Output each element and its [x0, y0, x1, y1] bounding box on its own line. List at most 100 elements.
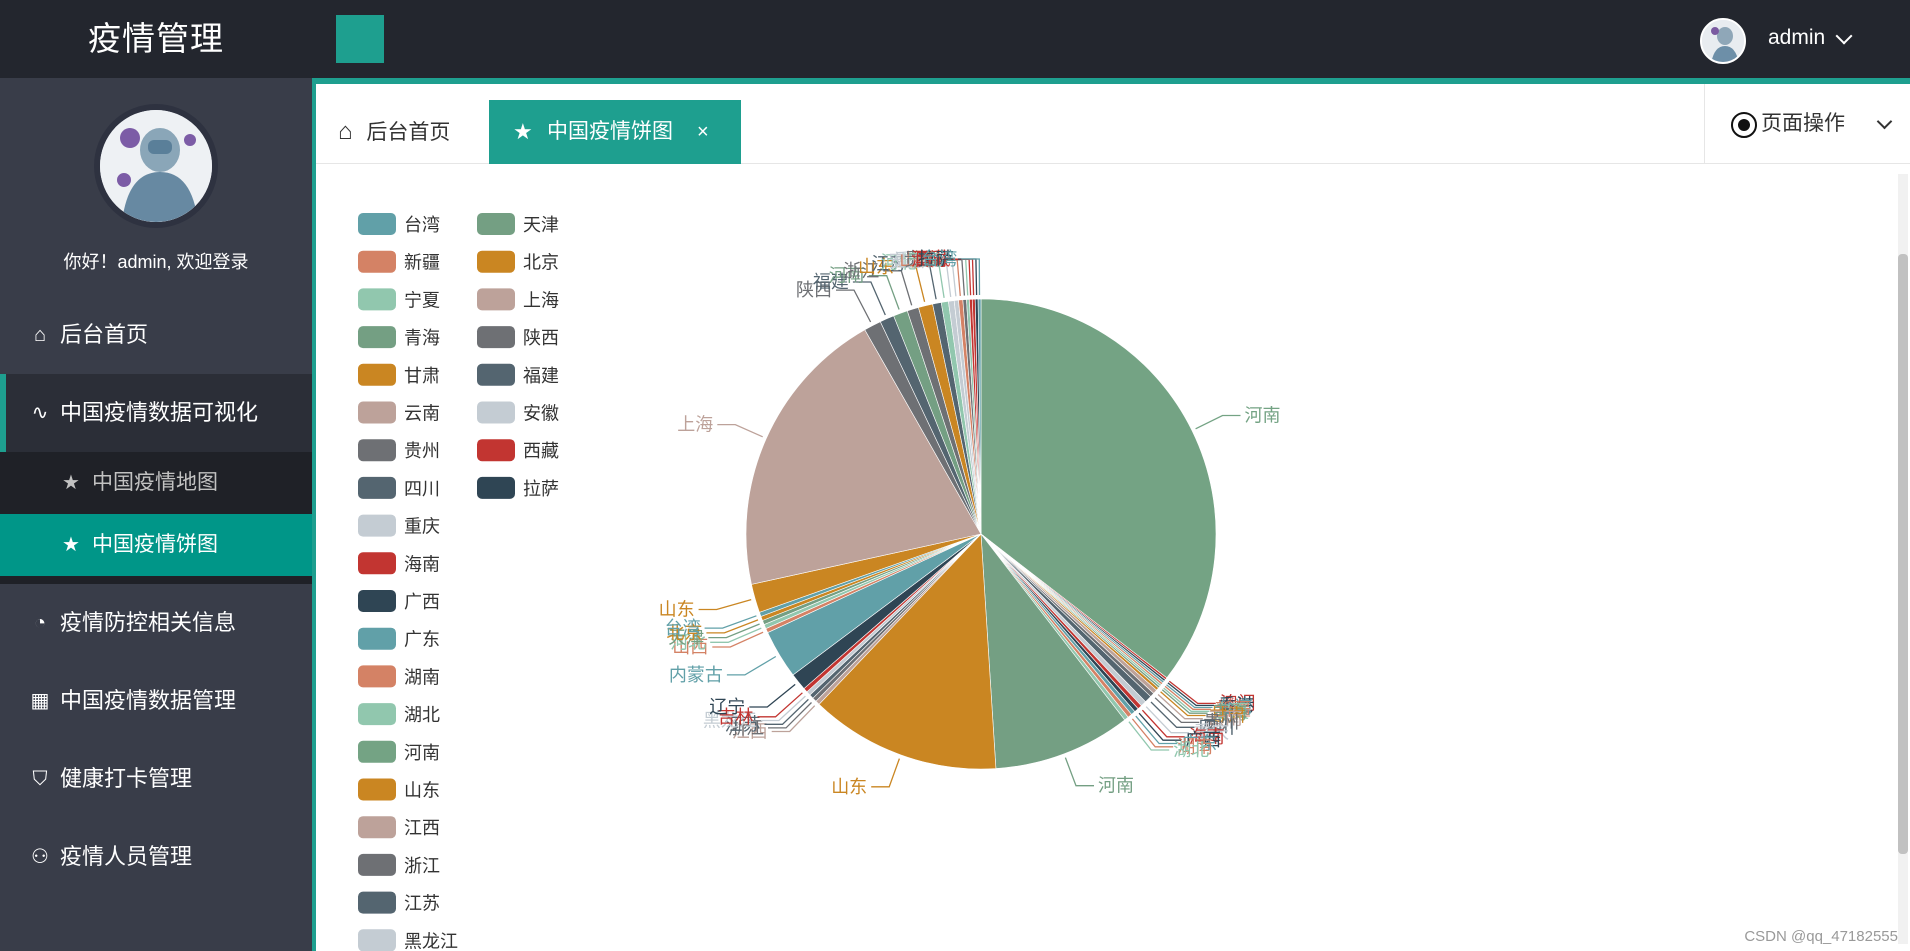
tab-pie-chart[interactable]: ★ 中国疫情饼图 × — [489, 100, 741, 164]
legend-swatch — [477, 401, 515, 424]
label-leader-line — [1141, 709, 1185, 738]
page-operations-menu[interactable]: 页面操作 — [1704, 84, 1910, 164]
legend-item[interactable]: 广东 — [358, 627, 440, 650]
legend-item[interactable]: 浙江 — [358, 853, 440, 876]
label-leader-line — [852, 281, 886, 316]
label-leader-line — [704, 615, 757, 629]
legend-swatch — [477, 288, 515, 311]
pie-slice[interactable] — [980, 533, 1126, 769]
legend-label: 黑龙江 — [404, 931, 458, 951]
legend-swatch — [358, 929, 396, 951]
welcome-text: 你好！admin, 欢迎登录 — [63, 252, 249, 272]
legend-label: 西藏 — [523, 441, 559, 461]
tab-label: 后台首页 — [366, 121, 451, 144]
legend-label: 甘肃 — [404, 366, 440, 386]
label-leader-line — [961, 258, 981, 296]
legend-label: 四川 — [404, 479, 440, 499]
legend-item[interactable]: 重庆 — [358, 514, 440, 537]
label-leader-line — [771, 705, 816, 733]
legend-item[interactable]: 甘肃 — [358, 363, 440, 386]
legend-item[interactable]: 新疆 — [358, 250, 440, 273]
pie-slice[interactable] — [745, 329, 982, 585]
legend-item[interactable]: 宁夏 — [358, 288, 440, 311]
legend-item[interactable]: 海南 — [358, 552, 440, 575]
pie-slice[interactable] — [818, 533, 997, 770]
pie-slice-label: 浙江 — [843, 261, 879, 281]
legend-item[interactable]: 云南 — [358, 401, 440, 424]
label-leader-line — [760, 695, 806, 722]
pie-labels: 河南澳门香港台湾新疆宁夏青海甘肃云南贵州四川重庆海南广西广东湖南湖北河南山东江西… — [659, 249, 1281, 797]
label-leader-line — [1150, 701, 1195, 728]
legend-item[interactable]: 山东 — [358, 778, 440, 801]
star-icon: ★ — [513, 119, 533, 144]
pie-slice-label: 湖北 — [1173, 740, 1209, 760]
pie-slice[interactable] — [977, 298, 982, 535]
pie-slice-label: 安徽 — [888, 251, 924, 271]
pie-slice-label: 西藏 — [915, 249, 951, 269]
scrollbar-thumb[interactable] — [1898, 254, 1908, 854]
pie-slice-label: 福建 — [813, 272, 849, 292]
pie-slice-label: 宁夏 — [908, 249, 944, 269]
pie-slice-label: 台湾 — [1217, 697, 1253, 717]
avatar[interactable] — [1700, 18, 1746, 64]
legend-item[interactable]: 河南 — [358, 740, 440, 763]
legend-item[interactable]: 青海 — [358, 326, 440, 349]
legend-item[interactable]: 四川 — [358, 476, 440, 499]
label-leader-line — [928, 260, 952, 297]
close-icon[interactable]: × — [697, 121, 709, 143]
pie-slice-label: 重庆 — [894, 251, 930, 271]
legend-item[interactable]: 湖北 — [358, 703, 440, 726]
sidebar-item-label: 中国疫情地图 — [92, 471, 218, 494]
legend-item[interactable]: 陕西 — [477, 326, 559, 349]
legend-label: 台湾 — [404, 215, 440, 235]
tab-home[interactable]: ⌂ 后台首页 — [338, 100, 450, 164]
pie-slice-label: 河南 — [829, 266, 865, 286]
legend-item[interactable]: 拉萨 — [477, 476, 559, 499]
legend-item[interactable]: 天津 — [477, 213, 559, 235]
legend-item[interactable]: 安徽 — [477, 401, 559, 424]
legend-item[interactable]: 北京 — [477, 250, 559, 273]
pie-slice-label: 吉林 — [718, 707, 754, 727]
legend-item[interactable]: 黑龙江 — [358, 929, 458, 951]
sidebar-item-visualization[interactable]: ∿ 中国疫情数据可视化 — [0, 374, 312, 452]
chart-area: 台湾 新疆 宁夏 青海 甘肃 云南 贵州 四川 重庆 海南 广西 广东 湖南 湖北 河南 山东 江西 浙江 江苏 黑龙… — [316, 164, 1910, 951]
pie-slice-label: 山西 — [672, 637, 708, 657]
top-header: 疫情管理 admin — [0, 0, 1910, 78]
legend-item[interactable]: 上海 — [477, 288, 559, 311]
legend-swatch — [477, 363, 515, 386]
pie-slice-label: 海南 — [1189, 727, 1225, 747]
label-leader-line — [712, 631, 764, 648]
pie-slice-label: 拉萨 — [918, 249, 954, 269]
legend-item[interactable]: 贵州 — [358, 439, 440, 462]
label-leader-line — [1064, 757, 1094, 787]
sidebar-item-map[interactable]: ★ 中国疫情地图 — [0, 452, 312, 514]
legend-item[interactable]: 广西 — [358, 590, 440, 612]
menu-toggle-button[interactable] — [336, 15, 384, 63]
pie-slice[interactable] — [980, 298, 1217, 679]
pie-slice-label: 贵州 — [904, 250, 940, 270]
legend-item[interactable]: 台湾 — [358, 213, 440, 235]
legend-label: 福建 — [523, 366, 559, 386]
legend-item[interactable]: 西藏 — [477, 439, 559, 462]
label-leader-line — [1138, 712, 1181, 741]
label-leader-line — [710, 627, 762, 643]
label-leader-line — [757, 692, 803, 718]
legend-item[interactable]: 湖南 — [358, 665, 440, 688]
sidebar-item-pie[interactable]: ★ 中国疫情饼图 — [0, 514, 312, 576]
legend-item[interactable]: 江苏 — [358, 891, 440, 914]
label-leader-line — [1161, 689, 1208, 714]
legend-label: 云南 — [404, 404, 440, 424]
pie-slice-label: 内蒙古 — [669, 665, 723, 685]
chevron-down-icon[interactable] — [1835, 27, 1853, 45]
sidebar-item-label: 疫情防控相关信息 — [60, 610, 237, 635]
legend-item[interactable]: 福建 — [477, 363, 559, 386]
sidebar-item-health-checkin[interactable]: ⛉ 健康打卡管理 — [0, 740, 312, 818]
sidebar-item-data-manage[interactable]: ▦ 中国疫情数据管理 — [0, 662, 312, 740]
legend-item[interactable]: 江西 — [358, 816, 440, 839]
sidebar-item-personnel[interactable]: ⚇ 疫情人员管理 — [0, 818, 312, 896]
scrollbar[interactable] — [1898, 174, 1908, 944]
sidebar-item-prevention[interactable]: ◔ 疫情防控相关信息 — [0, 584, 312, 662]
user-name[interactable]: admin — [1768, 26, 1826, 49]
sidebar-item-label: 中国疫情数据可视化 — [60, 400, 259, 425]
sidebar-item-home[interactable]: ⌂ 后台首页 — [0, 296, 312, 374]
